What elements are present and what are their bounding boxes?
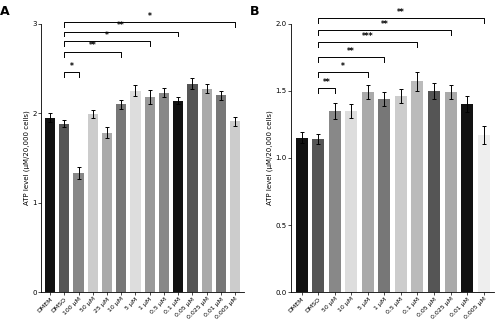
Text: **: ** bbox=[380, 20, 388, 29]
Bar bbox=[88, 114, 98, 292]
Bar bbox=[102, 133, 112, 292]
Bar bbox=[116, 104, 126, 292]
Text: *: * bbox=[341, 62, 345, 71]
Bar bbox=[173, 101, 184, 292]
Bar bbox=[74, 173, 84, 292]
Text: B: B bbox=[250, 5, 260, 18]
Text: **: ** bbox=[118, 21, 125, 30]
Bar bbox=[412, 82, 424, 292]
Bar bbox=[45, 118, 55, 292]
Bar bbox=[378, 99, 390, 292]
Text: *: * bbox=[105, 31, 109, 40]
Bar bbox=[478, 135, 490, 292]
Y-axis label: ATP level (μM/20,000 cells): ATP level (μM/20,000 cells) bbox=[267, 111, 274, 205]
Bar bbox=[230, 121, 240, 292]
Bar bbox=[346, 111, 357, 292]
Bar bbox=[188, 83, 198, 292]
Bar bbox=[444, 92, 456, 292]
Bar bbox=[362, 92, 374, 292]
Bar bbox=[312, 139, 324, 292]
Bar bbox=[328, 111, 340, 292]
Bar bbox=[461, 104, 473, 292]
Text: ***: *** bbox=[362, 32, 374, 41]
Bar bbox=[216, 95, 226, 292]
Text: A: A bbox=[0, 5, 10, 18]
Bar bbox=[144, 97, 155, 292]
Text: **: ** bbox=[89, 41, 96, 51]
Y-axis label: ATP level (μM/20,000 cells): ATP level (μM/20,000 cells) bbox=[24, 111, 30, 205]
Bar bbox=[59, 124, 70, 292]
Bar bbox=[159, 93, 169, 292]
Text: *: * bbox=[148, 12, 152, 21]
Text: **: ** bbox=[397, 8, 405, 17]
Bar bbox=[202, 89, 212, 292]
Bar bbox=[395, 96, 407, 292]
Bar bbox=[428, 91, 440, 292]
Text: *: * bbox=[70, 62, 73, 71]
Text: **: ** bbox=[322, 78, 330, 87]
Bar bbox=[296, 138, 308, 292]
Bar bbox=[130, 91, 140, 292]
Text: **: ** bbox=[348, 47, 355, 56]
